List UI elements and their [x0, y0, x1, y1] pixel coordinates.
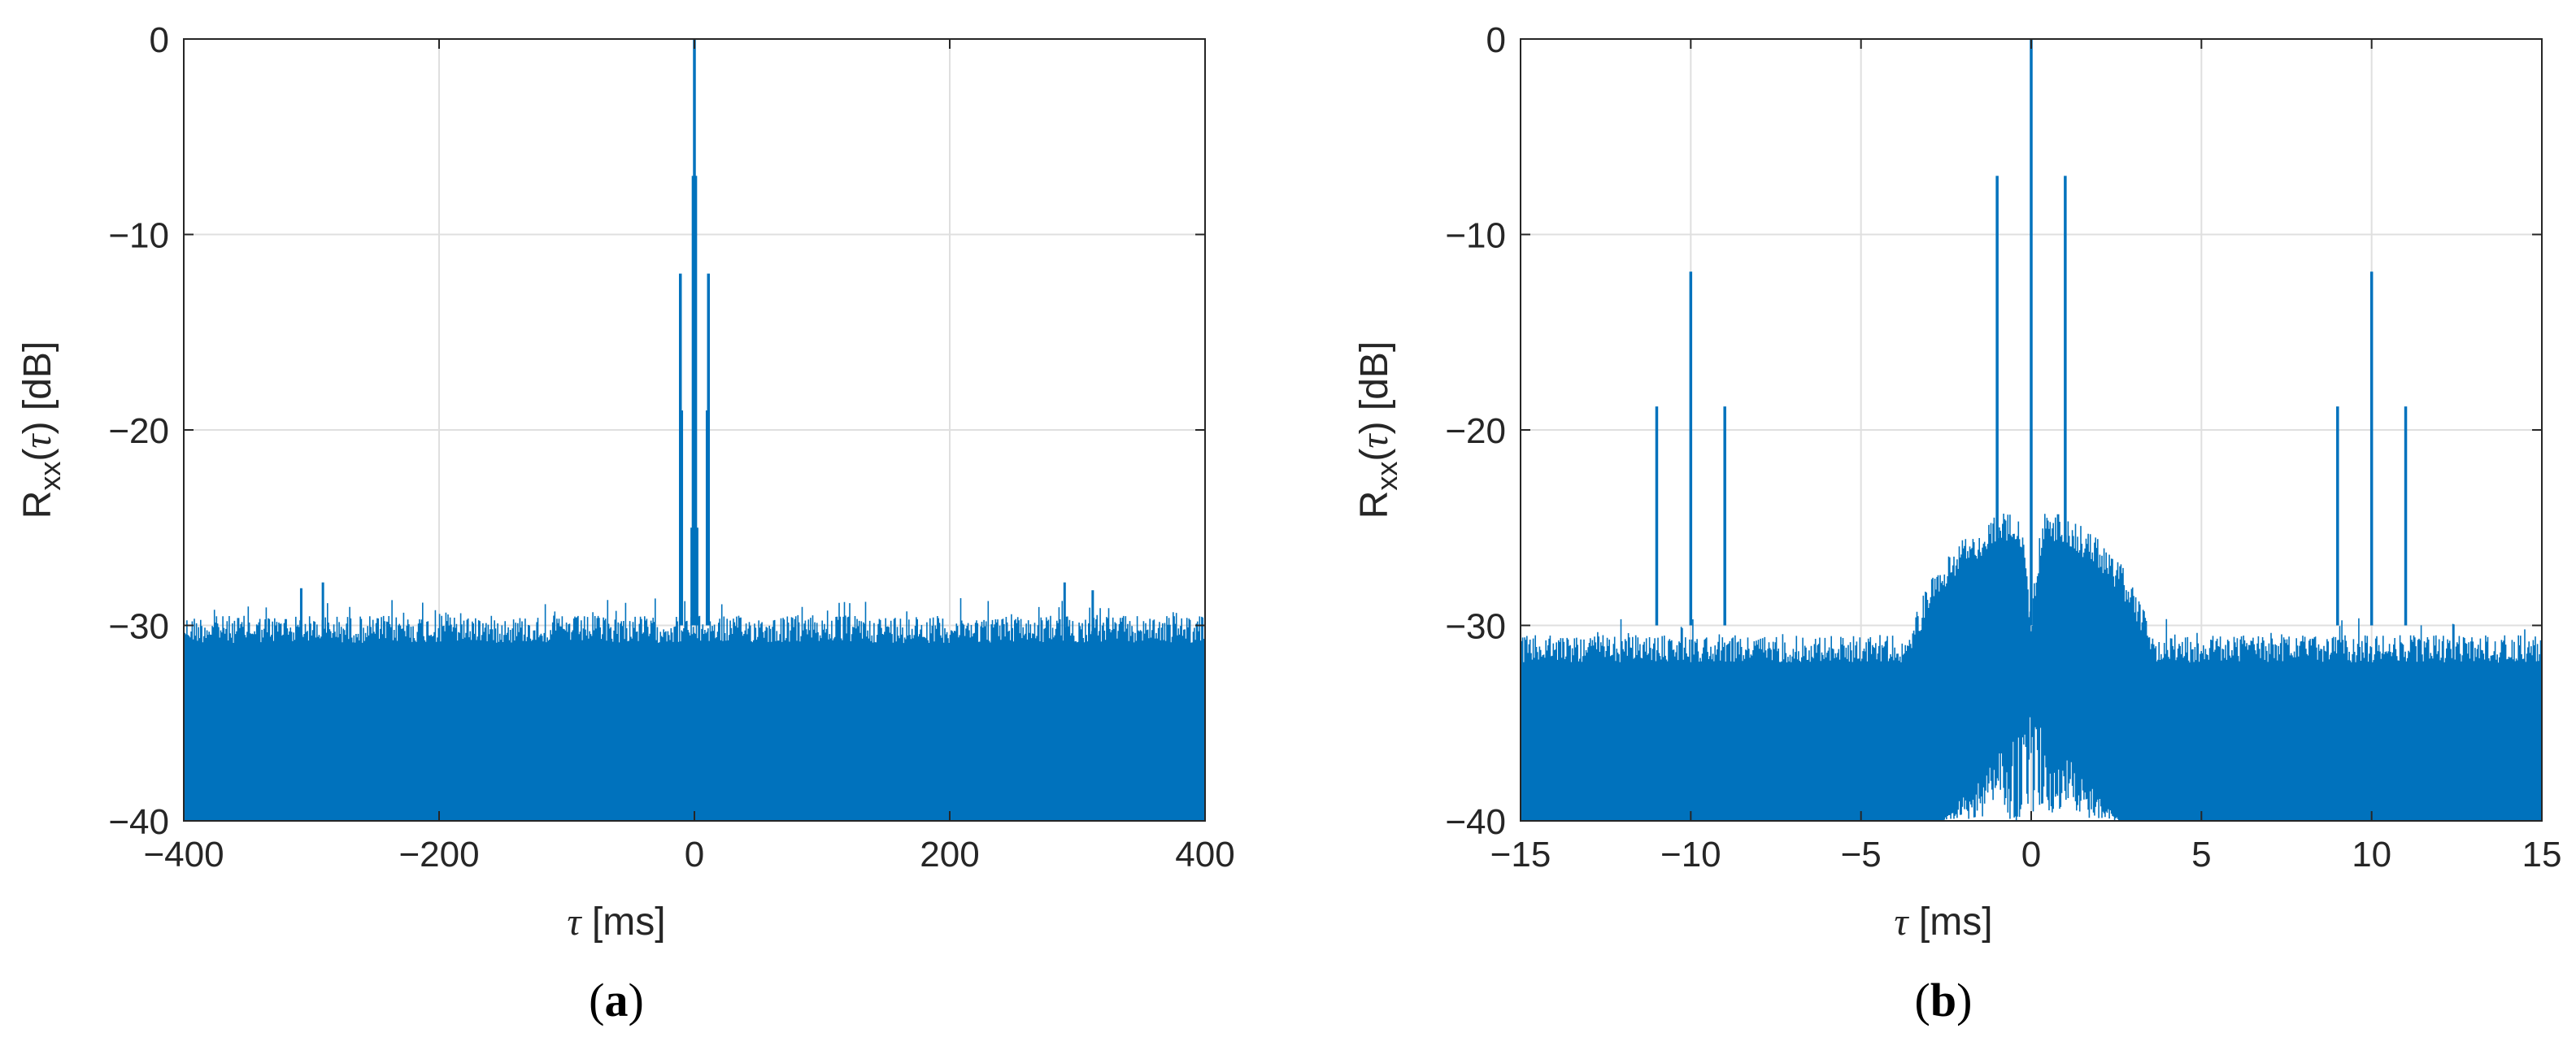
panel-b: −15 −10 −5 0 5 10 150−10−20−30−40τ [ms]Rxx(τ) … [1353, 20, 2561, 1026]
panel-label-open: ( [1915, 974, 1930, 1026]
x-tick-label: −15 [1490, 835, 1551, 875]
y-axis-label-sub: xx [33, 462, 67, 491]
x-tick-label: 10 [2352, 835, 2391, 875]
y-tick-label: −40 [108, 802, 169, 842]
x-axis-label-symbol: τ [567, 901, 582, 944]
y-tick-label: −20 [1445, 411, 1506, 451]
y-tick-label: 0 [150, 20, 169, 60]
y-axis-label-main: R [1353, 491, 1396, 519]
y-tick-label: −40 [1445, 802, 1506, 842]
y-tick-label: −10 [1445, 216, 1506, 256]
y-axis-label-symbol: τ [16, 433, 59, 449]
x-tick-label: 15 [2522, 835, 2562, 875]
y-tick-label: −20 [108, 411, 169, 451]
y-tick-label: −30 [108, 607, 169, 647]
x-axis-label: τ [ms] [567, 901, 665, 944]
x-axis-label-unit: [ms] [581, 901, 666, 944]
x-tick-label: −5 [1841, 835, 1882, 875]
y-axis-label-symbol: τ [1353, 433, 1396, 449]
panel-label-close: ) [1956, 974, 1972, 1026]
y-axis-label-sub: xx [1370, 462, 1403, 491]
x-tick-label: −200 [398, 835, 479, 875]
x-tick-label: −400 [143, 835, 224, 875]
y-axis-label: Rxx(τ) [dB] [16, 341, 67, 519]
panel-label: (a) [589, 974, 644, 1026]
x-tick-label: −10 [1660, 835, 1721, 875]
y-tick-label: 0 [1486, 20, 1506, 60]
y-axis-label-open: ( [1353, 449, 1396, 462]
y-axis-label-main: R [16, 491, 59, 519]
panel-label-letter: a [605, 974, 629, 1026]
x-tick-label: 200 [920, 835, 979, 875]
x-axis-label-unit: [ms] [1908, 901, 1993, 944]
x-tick-label: 5 [2191, 835, 2211, 875]
y-axis-label: Rxx(τ) [dB] [1353, 341, 1403, 519]
y-tick-label: −10 [108, 216, 169, 256]
x-axis-label: τ [ms] [1894, 901, 1992, 944]
y-axis-label-rest: ) [dB] [16, 341, 59, 435]
panel-label-close: ) [629, 974, 644, 1026]
x-tick-label: 400 [1175, 835, 1234, 875]
x-tick-label: 0 [685, 835, 704, 875]
y-axis-label-rest: ) [dB] [1353, 341, 1396, 435]
x-tick-label: 0 [2021, 835, 2041, 875]
y-axis-label-open: ( [16, 449, 59, 462]
panel-label-open: ( [589, 974, 604, 1026]
x-axis-label-symbol: τ [1894, 901, 1909, 944]
panel-label-letter: b [1930, 974, 1956, 1026]
panel-label: (b) [1915, 974, 1973, 1026]
y-tick-label: −30 [1445, 607, 1506, 647]
